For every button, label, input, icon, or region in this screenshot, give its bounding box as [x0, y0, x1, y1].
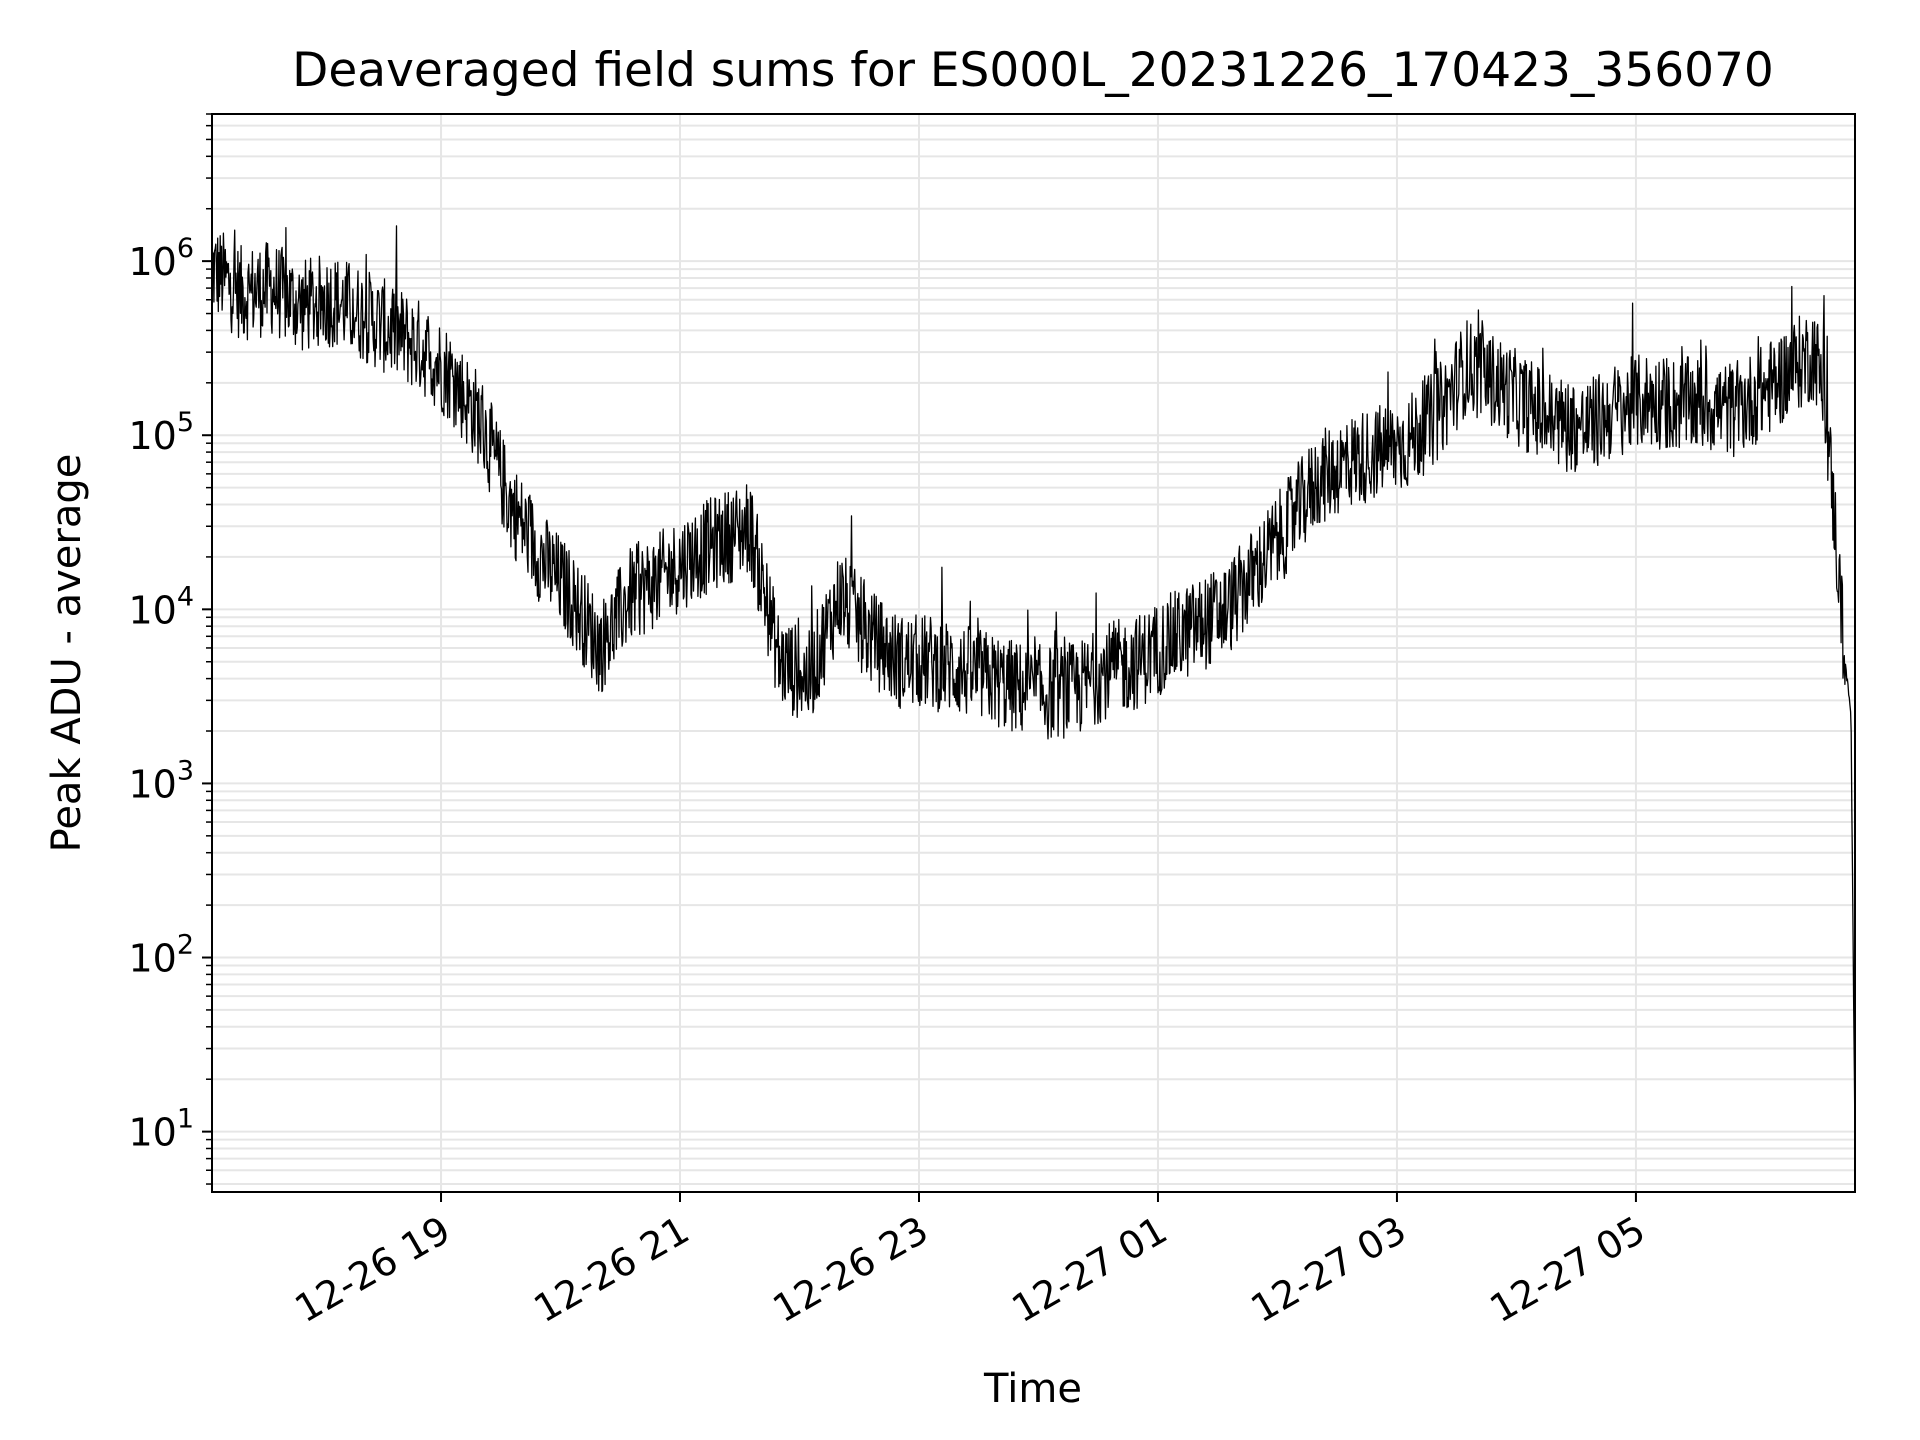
x-axis: 12-26 19 12-26 21 12-26 23 12-27 01 12-27 03… — [288, 1192, 1652, 1332]
series-line — [211, 225, 1856, 1145]
grid-lines — [212, 113, 1855, 1192]
y-tick-label: 101 — [128, 1104, 194, 1155]
y-tick-label: 104 — [128, 581, 194, 632]
x-tick-label: 12-27 05 — [1482, 1208, 1652, 1332]
plot-area — [211, 225, 1856, 1145]
y-tick-label: 106 — [128, 233, 194, 284]
chart-title: Deaveraged field sums for ES000L_2023122… — [292, 43, 1774, 98]
y-tick-label: 105 — [128, 407, 194, 458]
y-axis: 101 102 103 104 105 106 — [128, 113, 212, 1185]
y-tick-label: 103 — [128, 755, 194, 806]
plot-frame — [211, 113, 1856, 1193]
y-axis-label: Peak ADU - average — [44, 454, 90, 853]
x-tick-label: 12-26 21 — [527, 1208, 697, 1332]
y-tick-label: 102 — [128, 930, 194, 981]
x-tick-label: 12-27 03 — [1243, 1208, 1413, 1332]
x-axis-label: Time — [983, 1366, 1082, 1412]
x-tick-label: 12-26 19 — [288, 1208, 458, 1332]
x-tick-label: 12-27 01 — [1005, 1208, 1175, 1332]
x-tick-label: 12-26 23 — [766, 1208, 936, 1332]
